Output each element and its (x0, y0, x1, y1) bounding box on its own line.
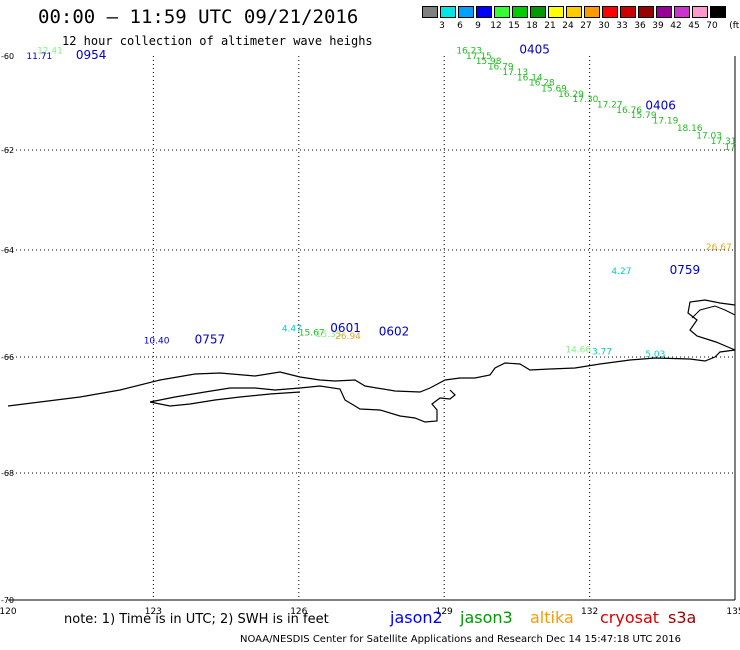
pass-time-label: 0601 (330, 321, 361, 335)
wave-height-value: 17.03 (696, 131, 722, 141)
wave-height-value: 15.98 (476, 57, 502, 67)
wave-height-value: 4.47 (282, 324, 302, 334)
wave-height-value: 11.71 (26, 52, 52, 62)
wave-height-value: 17.19 (653, 117, 679, 127)
legend-label: 30 (598, 21, 610, 31)
wave-height-value: 5.03 (645, 350, 665, 360)
wave-height-value: 26.67 (706, 243, 732, 253)
wave-height-value: 15.69 (541, 85, 567, 95)
legend-swatch (530, 6, 546, 18)
coastline-east-bay (687, 299, 736, 351)
wave-height-value: 17.30 (573, 95, 599, 105)
pass-time-label: 0757 (195, 333, 226, 347)
wave-height-value: 15.79 (631, 111, 657, 121)
legend-unit: (ft) (729, 21, 740, 31)
wave-height-value: 16.23 (456, 46, 482, 56)
wave-height-value: 16.14 (517, 73, 543, 83)
pass-time-label: 0405 (519, 42, 550, 56)
wave-height-value: 17.13 (502, 68, 528, 78)
wave-height-value: 4.27 (611, 267, 631, 277)
legend-label: 9 (475, 21, 481, 31)
satellite-label: jason2 (390, 608, 443, 627)
pass-time-label: 0954 (76, 48, 107, 62)
legend-swatch (476, 6, 492, 18)
legend-label: 36 (634, 21, 646, 31)
legend-swatch (548, 6, 564, 18)
latitude-tick-label: -60 (1, 52, 14, 61)
legend-label: 21 (544, 21, 556, 31)
map-subtitle: 12 hour collection of altimeter wave hei… (62, 34, 373, 48)
wave-height-value: 16.28 (529, 79, 555, 89)
wave-height-value: 15.33 (316, 330, 342, 340)
legend-swatch (494, 6, 510, 18)
coastline-shelf (149, 391, 301, 407)
legend-swatch (566, 6, 582, 18)
satellite-label: s3a (668, 608, 697, 627)
pass-time-label: 0602 (379, 325, 410, 339)
longitude-tick-label: 135 (726, 607, 740, 617)
latitude-tick-label: -62 (1, 146, 14, 155)
wave-height-value: 12.41 (37, 46, 63, 56)
credit-line: NOAA/NESDIS Center for Satellite Applica… (240, 634, 682, 645)
legend-label: 15 (508, 21, 520, 31)
longitude-tick-label: 123 (145, 607, 162, 617)
legend-swatch (458, 6, 474, 18)
coastline-inlet (149, 385, 456, 423)
legend-swatch (656, 6, 672, 18)
wave-height-value: 26.94 (335, 332, 361, 342)
latitude-tick-label: -68 (1, 469, 14, 478)
satellite-label: altika (530, 608, 574, 627)
wave-height-value: 15.67 (299, 329, 325, 339)
legend-label: 18 (526, 21, 538, 31)
coastline (7, 349, 736, 407)
legend-label: 45 (688, 21, 700, 31)
legend-swatch (674, 6, 690, 18)
footer-note: note: 1) Time is in UTC; 2) SWH is in fe… (64, 612, 329, 627)
legend-label: 33 (616, 21, 628, 31)
wave-height-value: 17.31 (711, 137, 737, 147)
latitude-tick-label: -66 (1, 353, 14, 362)
wave-height-value: 16.79 (488, 63, 514, 73)
longitude-tick-label: 120 (0, 607, 17, 617)
legend-swatch (512, 6, 528, 18)
legend-label: 12 (490, 21, 502, 31)
legend-swatch (638, 6, 654, 18)
coastline-east-inner (691, 305, 736, 319)
wave-height-value: 10.40 (144, 337, 170, 347)
pass-time-label: 0759 (670, 263, 701, 277)
wave-height-value: 17.15 (466, 52, 492, 62)
legend-swatch (620, 6, 636, 18)
legend-label: 70 (706, 21, 718, 31)
latitude-tick-label: -64 (1, 246, 14, 255)
wave-height-value: 3.77 (592, 347, 612, 357)
legend-label: 6 (457, 21, 463, 31)
legend-swatch (422, 6, 438, 18)
longitude-tick-label: 132 (581, 607, 598, 617)
wave-height-value: 14.66 (565, 346, 591, 356)
pass-time-label: 0406 (645, 99, 676, 113)
legend-swatch (602, 6, 618, 18)
wave-height-value: 17.27 (597, 101, 623, 111)
wave-height-value: 18.16 (677, 124, 703, 134)
legend-swatch (710, 6, 726, 18)
latitude-tick-label: -70 (1, 596, 14, 605)
wave-height-value: 16.29 (558, 90, 584, 100)
legend-label: 42 (670, 21, 682, 31)
legend-swatch (692, 6, 708, 18)
wave-height-value: 17 (724, 143, 735, 153)
satellite-label: cryosat (600, 608, 660, 627)
legend-swatch (584, 6, 600, 18)
legend-label: 39 (652, 21, 664, 31)
legend-label: 27 (580, 21, 592, 31)
wave-height-value: 16.76 (616, 106, 642, 116)
longitude-tick-label: 129 (436, 607, 453, 617)
legend-label: 24 (562, 21, 574, 31)
legend-swatch (440, 6, 456, 18)
longitude-tick-label: 126 (290, 607, 307, 617)
satellite-label: jason3 (460, 608, 513, 627)
legend-label: 3 (439, 21, 445, 31)
map-title: 00:00 – 11:59 UTC 09/21/2016 (38, 6, 359, 28)
